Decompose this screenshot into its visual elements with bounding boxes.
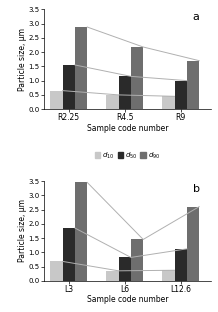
Bar — [131, 47, 143, 109]
Bar — [162, 96, 175, 109]
Bar — [175, 80, 187, 109]
Bar — [187, 207, 199, 281]
Bar — [131, 239, 143, 281]
X-axis label: Sample code number: Sample code number — [87, 295, 168, 304]
Bar — [175, 249, 187, 281]
Text: a: a — [193, 12, 200, 22]
Bar — [187, 61, 199, 109]
Bar — [63, 228, 75, 281]
Legend: $d_{10}$, $d_{50}$, $d_{90}$: $d_{10}$, $d_{50}$, $d_{90}$ — [95, 151, 160, 161]
Bar — [119, 257, 131, 281]
Bar — [75, 27, 87, 109]
Bar — [106, 271, 119, 281]
Bar — [106, 95, 119, 109]
Text: b: b — [193, 184, 200, 194]
Bar — [162, 270, 175, 281]
X-axis label: Sample code number: Sample code number — [87, 124, 168, 133]
Bar — [50, 261, 63, 281]
Bar — [50, 90, 63, 109]
Y-axis label: Particle size, μm: Particle size, μm — [18, 199, 27, 262]
Bar — [119, 76, 131, 109]
Bar — [63, 65, 75, 109]
Y-axis label: Particle size, μm: Particle size, μm — [18, 28, 27, 91]
Bar — [75, 183, 87, 281]
